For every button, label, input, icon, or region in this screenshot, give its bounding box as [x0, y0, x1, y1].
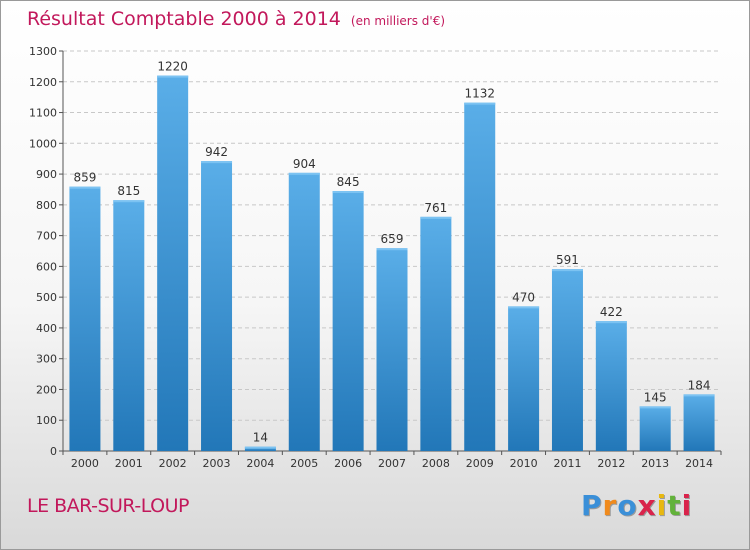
x-tick-label: 2005: [290, 457, 318, 470]
data-label-2007: 659: [381, 232, 404, 246]
bar-2008: [420, 216, 452, 451]
bar-2004: [244, 446, 276, 451]
data-label-2001: 815: [117, 184, 140, 198]
x-tick-label: 2000: [71, 457, 99, 470]
x-tick-label: 2010: [510, 457, 538, 470]
y-tick-label: 1300: [29, 45, 57, 58]
bar-2010: [508, 306, 540, 451]
logo-letter: r: [602, 489, 618, 522]
data-label-2005: 904: [293, 157, 316, 171]
bar-highlight: [201, 161, 233, 164]
bar-highlight: [157, 75, 189, 78]
bar-2006: [332, 191, 364, 451]
title-block: Résultat Comptable 2000 à 2014 (en millie…: [27, 8, 445, 30]
bar-highlight: [508, 306, 540, 309]
bar-highlight: [332, 191, 364, 193]
logo-letter: x: [637, 489, 657, 522]
logo-letter: t: [667, 489, 682, 522]
x-tick-label: 2009: [466, 457, 494, 470]
bar-highlight: [639, 406, 671, 409]
data-label-2010: 470: [512, 290, 535, 304]
bar-highlight: [683, 394, 715, 397]
data-label-2013: 145: [644, 390, 667, 404]
bar-highlight: [464, 102, 496, 105]
bar-highlight: [69, 186, 101, 189]
chart-subtitle: (en milliers d'€): [350, 14, 446, 28]
bar-highlight: [376, 248, 408, 251]
data-label-2002: 1220: [157, 60, 188, 74]
x-tick-label: 2014: [685, 457, 713, 470]
commune-name: LE BAR-SUR-LOUP: [27, 495, 189, 517]
y-tick-label: 500: [36, 291, 57, 304]
y-tick-label: 300: [36, 353, 57, 366]
data-label-2012: 422: [600, 305, 623, 319]
data-label-2008: 761: [424, 201, 447, 215]
bar-2000: [69, 186, 101, 451]
bar-highlight: [420, 216, 452, 219]
bar-2011: [551, 269, 583, 451]
data-label-2006: 845: [337, 175, 360, 189]
x-tick-label: 2003: [203, 457, 231, 470]
data-label-2011: 591: [556, 253, 579, 267]
chart-title: Résultat Comptable 2000 à 2014: [27, 8, 341, 30]
data-label-2000: 859: [73, 171, 96, 185]
bars: [69, 75, 715, 451]
bar-2007: [376, 248, 408, 451]
x-tick-label: 2007: [378, 457, 406, 470]
proxiti-logo: Proxiti: [581, 489, 692, 522]
data-label-2003: 942: [205, 145, 228, 159]
x-tick-label: 2013: [641, 457, 669, 470]
bar-2001: [113, 200, 145, 451]
logo-letter: i: [681, 489, 693, 522]
x-tick-label: 2011: [553, 457, 581, 470]
y-tick-label: 400: [36, 322, 57, 335]
y-tick-label: 900: [36, 168, 57, 181]
x-tick-label: 2006: [334, 457, 362, 470]
y-tick-label: 1200: [29, 76, 57, 89]
y-tick-label: 700: [36, 230, 57, 243]
bar-2005: [288, 172, 320, 451]
data-label-2004: 14: [253, 431, 268, 445]
x-tick-label: 2012: [597, 457, 625, 470]
y-tick-label: 0: [50, 445, 57, 458]
logo-letter: i: [656, 489, 668, 522]
bar-2003: [201, 161, 233, 451]
bar-2002: [157, 75, 189, 451]
bar-highlight: [288, 172, 320, 175]
y-tick-label: 1000: [29, 137, 57, 150]
bar-2014: [683, 394, 715, 451]
y-tick-label: 600: [36, 260, 57, 273]
bar-highlight: [244, 446, 276, 449]
data-label-2014: 184: [688, 378, 711, 392]
logo-letter: P: [581, 489, 603, 522]
bar-highlight: [551, 269, 583, 272]
y-tick-label: 1100: [29, 107, 57, 120]
bar-highlight: [595, 321, 627, 324]
bar-2012: [595, 321, 627, 451]
logo-letter: o: [617, 489, 638, 522]
y-tick-label: 800: [36, 199, 57, 212]
data-labels: 859 815 1220 942 14 904 845 659 761 1132 470 591 422…: [73, 60, 710, 445]
x-tick-label: 2002: [159, 457, 187, 470]
x-tick-label: 2001: [115, 457, 143, 470]
x-tick-label: 2008: [422, 457, 450, 470]
bar-2013: [639, 406, 671, 451]
data-label-2009: 1132: [464, 87, 495, 101]
x-tick-label: 2004: [246, 457, 274, 470]
y-tick-label: 200: [36, 383, 57, 396]
bar-highlight: [113, 200, 145, 203]
y-tick-label: 100: [36, 414, 57, 427]
bar-2009: [464, 102, 496, 451]
